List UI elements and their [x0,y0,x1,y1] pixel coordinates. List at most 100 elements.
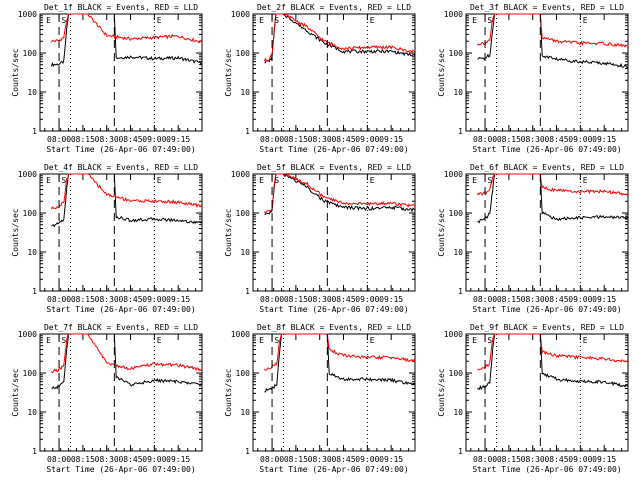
chart-svg: Det_4f BLACK = Events, RED = LLD 1 10 100 10… [11,163,203,314]
y-tick-label: 100 [449,369,464,378]
y-axis-label: Counts/sec [224,208,233,256]
event-marker-label: E [157,336,162,345]
y-tick-label: 1000 [18,170,37,179]
y-tick-label: 10 [27,408,37,417]
y-tick-label: 1000 [18,10,37,19]
x-tick-label: 09:00 [142,135,166,144]
event-marker-label: E [583,336,588,345]
x-tick-label: 08:30 [95,455,119,464]
x-tick-label: 08:45 [544,295,568,304]
chart-title: Det_2f BLACK = Events, RED = LLD [257,3,411,12]
x-axis-label: Start Time (26-Apr-06 07:49:00) [46,305,195,314]
x-axis-label: Start Time (26-Apr-06 07:49:00) [46,465,195,474]
event-marker-label: S [61,176,66,185]
y-tick-label: 1 [458,447,463,456]
event-marker-label: S [274,16,279,25]
x-tick-label: 08:15 [284,295,308,304]
x-tick-label: 08:00 [47,295,71,304]
x-tick-label: 08:00 [473,135,497,144]
y-tick-label: 1 [32,287,37,296]
plot-frame [39,173,203,292]
lld-series-line [476,13,629,48]
detector-panel: Det_1f BLACK = Events, RED = LLD 1 10 100 10… [0,0,213,160]
y-tick-label: 100 [236,209,251,218]
event-marker-label: S [61,16,66,25]
y-tick-label: 10 [240,88,250,97]
x-tick-label: 08:00 [260,135,284,144]
chart-svg: Det_1f BLACK = Events, RED = LLD 1 10 100 10… [11,3,203,154]
x-tick-label: 08:30 [95,295,119,304]
chart-title: Det_3f BLACK = Events, RED = LLD [470,3,624,12]
event-marker-label: E [472,176,477,185]
y-tick-label: 10 [240,248,250,257]
event-marker-label: E [157,16,162,25]
chart-title: Det_4f BLACK = Events, RED = LLD [44,163,198,172]
x-tick-label: 08:00 [473,455,497,464]
y-axis-label: Counts/sec [11,368,20,416]
y-tick-label: 10 [27,248,37,257]
chart-title: Det_8f BLACK = Events, RED = LLD [257,323,411,332]
chart-title: Det_5f BLACK = Events, RED = LLD [257,163,411,172]
event-marker-label: E [259,336,264,345]
events-series-line [264,333,416,393]
event-marker-label: E [583,16,588,25]
y-tick-label: 1 [245,127,250,136]
x-tick-label: 08:30 [308,455,332,464]
event-marker-label: E [472,336,477,345]
x-tick-label: 09:15 [592,135,616,144]
chart-svg: Det_6f BLACK = Events, RED = LLD 1 10 100 10… [437,163,629,314]
y-tick-label: 1 [458,127,463,136]
x-tick-label: 08:00 [47,135,71,144]
events-series-line [264,13,416,64]
chart-svg: Det_8f BLACK = Events, RED = LLD 1 10 100 10… [224,323,416,474]
event-marker-label: S [487,176,492,185]
y-tick-label: 1 [32,127,37,136]
x-tick-label: 08:30 [95,135,119,144]
detector-panel: Det_6f BLACK = Events, RED = LLD 1 10 100 10… [426,160,639,320]
x-tick-label: 08:00 [473,295,497,304]
x-axis-label: Start Time (26-Apr-06 07:49:00) [472,465,621,474]
events-series-line [51,333,203,390]
y-tick-label: 10 [453,88,463,97]
plot-frame [39,13,203,132]
x-tick-label: 08:15 [71,455,95,464]
y-tick-label: 10 [27,88,37,97]
x-tick-label: 08:15 [497,135,521,144]
x-axis-label: Start Time (26-Apr-06 07:49:00) [259,465,408,474]
detector-panel: Det_8f BLACK = Events, RED = LLD 1 10 100 10… [213,320,426,480]
x-axis-label: Start Time (26-Apr-06 07:49:00) [46,145,195,154]
plot-frame [252,13,416,132]
detector-panel: Det_4f BLACK = Events, RED = LLD 1 10 100 10… [0,160,213,320]
event-marker-label: E [583,176,588,185]
x-tick-label: 08:45 [331,455,355,464]
event-marker-label: S [274,336,279,345]
chart-title: Det_6f BLACK = Events, RED = LLD [470,163,624,172]
x-tick-label: 08:30 [521,295,545,304]
x-axis-label: Start Time (26-Apr-06 07:49:00) [259,145,408,154]
event-marker-label: E [157,176,162,185]
plot-frame [465,173,629,292]
y-tick-label: 1000 [18,330,37,339]
lld-series-line [264,173,416,214]
x-tick-label: 08:45 [544,455,568,464]
x-tick-label: 08:45 [118,135,142,144]
x-tick-label: 08:45 [331,295,355,304]
x-tick-label: 09:00 [568,135,592,144]
x-tick-label: 08:15 [71,135,95,144]
lld-series-line [50,13,203,44]
y-tick-label: 10 [453,408,463,417]
y-axis-label: Counts/sec [11,208,20,256]
x-tick-label: 08:00 [260,455,284,464]
y-tick-label: 1000 [231,10,250,19]
x-tick-label: 08:00 [260,295,284,304]
y-tick-label: 1 [458,287,463,296]
events-series-line [477,173,629,224]
event-marker-label: E [46,176,51,185]
x-tick-label: 09:15 [166,135,190,144]
y-axis-label: Counts/sec [437,208,446,256]
y-tick-label: 1000 [231,330,250,339]
x-tick-label: 08:30 [521,455,545,464]
y-tick-label: 1000 [444,170,463,179]
lld-series-line [263,13,416,62]
x-tick-label: 08:15 [497,455,521,464]
